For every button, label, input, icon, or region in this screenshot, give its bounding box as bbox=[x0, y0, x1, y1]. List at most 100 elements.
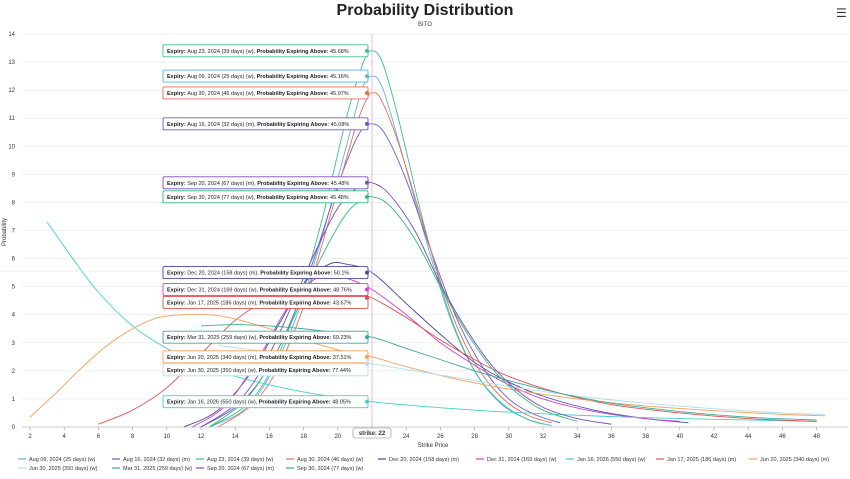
y-tick-label: 12 bbox=[8, 88, 15, 94]
grid-lines bbox=[22, 33, 848, 428]
tooltip-marker bbox=[365, 74, 369, 79]
tooltip-marker bbox=[365, 335, 369, 340]
legend-entry: Dec 20, 2024 (158 days) (m) bbox=[389, 457, 459, 463]
tooltip-prefix: Expiry: bbox=[167, 355, 187, 361]
tooltip: Expiry: Aug 16, 2024 (32 days) (m), Prob… bbox=[162, 117, 369, 131]
crosshair: strike: 22 bbox=[0, 34, 850, 439]
x-tick-label: 14 bbox=[232, 434, 239, 440]
y-tick-label: 8 bbox=[12, 200, 16, 206]
crosshair-label: strike: 22 bbox=[359, 431, 386, 437]
tooltip-prefix: Expiry: bbox=[167, 287, 187, 293]
tooltip-text: Expiry: Sep 30, 2024 (77 days) (w), Prob… bbox=[167, 195, 349, 201]
tooltip-text: Expiry: Aug 30, 2024 (46 days) (w), Prob… bbox=[167, 91, 349, 97]
tooltip-text: Expiry: Aug 23, 2024 (39 days) (w), Prob… bbox=[167, 49, 349, 55]
x-tick-label: 32 bbox=[540, 434, 547, 440]
legend-entry: Sep 30, 2024 (77 days) (w) bbox=[297, 466, 364, 472]
tooltip-expiry: Dec 20, 2024 (158 days) (m), bbox=[187, 271, 260, 277]
y-tick-label: 9 bbox=[12, 172, 16, 178]
legend-entry: Sep 20, 2024 (67 days) (m) bbox=[207, 466, 274, 472]
tooltip-prob: 45.68% bbox=[330, 49, 349, 55]
tooltip: Expiry: Mar 31, 2025 (259 days) (w), Pro… bbox=[162, 330, 369, 344]
x-tick-label: 10 bbox=[163, 434, 170, 440]
tooltip-expiry: Aug 09, 2024 (25 days) (w), bbox=[187, 74, 256, 80]
tooltip-expiry: Jan 17, 2025 (186 days) (m), bbox=[187, 300, 259, 306]
crosshair-label-box bbox=[352, 427, 392, 439]
y-tick-label: 7 bbox=[12, 229, 16, 235]
tooltip: Expiry: Aug 30, 2024 (46 days) (w), Prob… bbox=[162, 86, 369, 100]
tooltip-prob-label: Probability Expiring Above: bbox=[257, 91, 330, 97]
legend: Aug 09, 2024 (25 days) (w) Aug 16, 2024 (… bbox=[18, 457, 829, 472]
legend-entry: Dec 31, 2024 (169 days) (w) bbox=[487, 457, 557, 463]
tooltip-prob: 69.23% bbox=[333, 335, 352, 341]
y-tick-label: 11 bbox=[9, 116, 16, 122]
hamburger-menu-icon[interactable]: ☰ bbox=[836, 6, 847, 20]
y-tick-label: 3 bbox=[12, 341, 16, 347]
tooltip-prob: 45.08% bbox=[331, 122, 350, 128]
x-tick-label: 18 bbox=[300, 434, 307, 440]
x-tick-label: 4 bbox=[63, 434, 67, 440]
tooltip-expiry: Mar 31, 2025 (259 days) (w), bbox=[187, 335, 259, 341]
tooltip-text: Expiry: Jun 20, 2025 (340 days) (m), Pro… bbox=[167, 355, 352, 361]
tooltip: Expiry: Sep 30, 2024 (77 days) (w), Prob… bbox=[162, 190, 369, 204]
x-axis-label: Strike Price bbox=[418, 443, 449, 449]
tooltips: Expiry: Aug 23, 2024 (39 days) (w), Prob… bbox=[162, 44, 369, 409]
x-tick-label: 24 bbox=[403, 434, 410, 440]
tooltip-prob: 45.48% bbox=[330, 195, 349, 201]
tooltip-prob: 37.51% bbox=[333, 355, 352, 361]
tooltip: Expiry: Jun 30, 2025 (350 days) (w), Pro… bbox=[162, 361, 369, 377]
tooltip: Expiry: Sep 20, 2024 (67 days) (m), Prob… bbox=[162, 176, 369, 190]
tooltip-prob: 48.05% bbox=[332, 400, 351, 406]
x-tick-label: 38 bbox=[642, 434, 649, 440]
tooltip-text: Expiry: Sep 20, 2024 (67 days) (m), Prob… bbox=[167, 181, 349, 187]
y-tick-label: 0 bbox=[12, 425, 16, 431]
tooltip-prob-label: Probability Expiring Above: bbox=[259, 400, 332, 406]
tooltip-expiry: Sep 30, 2024 (77 days) (w), bbox=[187, 195, 256, 201]
tooltip-expiry: Aug 30, 2024 (46 days) (w), bbox=[187, 91, 256, 97]
x-tick-label: 2 bbox=[28, 434, 32, 440]
x-tick-label: 44 bbox=[745, 434, 752, 440]
tooltip: Expiry: Jan 17, 2025 (186 days) (m), Pro… bbox=[162, 295, 369, 309]
tooltip-prefix: Expiry: bbox=[167, 195, 187, 201]
legend-entry: Aug 30, 2024 (46 days) (w) bbox=[297, 457, 364, 463]
legend-entry: Jan 16, 2026 (550 days) (w) bbox=[577, 457, 646, 463]
x-tick-label: 8 bbox=[131, 434, 135, 440]
y-tick-label: 2 bbox=[12, 369, 16, 375]
tooltip: Expiry: Dec 31, 2024 (169 days) (w), Pro… bbox=[162, 283, 369, 296]
tooltip-expiry: Aug 16, 2024 (32 days) (m), bbox=[187, 122, 257, 128]
tooltip: Expiry: Dec 20, 2024 (158 days) (m), Pro… bbox=[162, 266, 369, 280]
legend-entry: Jan 17, 2025 (186 days) (m) bbox=[667, 457, 736, 463]
x-tick-label: 40 bbox=[676, 434, 683, 440]
x-tick-label: 12 bbox=[198, 434, 205, 440]
tooltip-marker bbox=[365, 48, 369, 53]
tooltip-prob-label: Probability Expiring Above: bbox=[257, 181, 330, 187]
tooltip: Expiry: Aug 23, 2024 (39 days) (w), Prob… bbox=[162, 44, 369, 58]
x-tick-label: 28 bbox=[471, 434, 478, 440]
tooltip-marker bbox=[365, 194, 369, 199]
x-tick-label: 16 bbox=[266, 434, 273, 440]
tooltip-marker bbox=[365, 399, 369, 404]
tooltip-marker bbox=[365, 361, 369, 366]
y-tick-label: 1 bbox=[12, 397, 16, 403]
tooltip-prob: 48.76% bbox=[333, 287, 352, 293]
legend-entry: Jun 20, 2025 (340 days) (m) bbox=[760, 457, 829, 463]
chart-title: Probability Distribution bbox=[336, 2, 514, 19]
y-tick-label: 14 bbox=[8, 32, 15, 38]
tooltip-prob-label: Probability Expiring Above: bbox=[260, 287, 333, 293]
tooltip-prefix: Expiry: bbox=[167, 335, 187, 341]
legend-entry: Mar 31, 2025 (259 days) (w) bbox=[123, 466, 192, 472]
tooltip-prob-label: Probability Expiring Above: bbox=[259, 368, 332, 374]
tooltip-expiry: Dec 31, 2024 (169 days) (w), bbox=[187, 287, 259, 293]
tooltip-prob-label: Probability Expiring Above: bbox=[259, 355, 332, 361]
tooltip-box bbox=[162, 296, 369, 309]
tooltip-prob: 45.16% bbox=[330, 74, 349, 80]
tooltip-marker bbox=[365, 90, 369, 95]
tooltip-prob-label: Probability Expiring Above: bbox=[257, 49, 330, 55]
legend-entry: Aug 23, 2024 (39 days) (w) bbox=[207, 457, 274, 463]
tooltip-prefix: Expiry: bbox=[167, 368, 187, 374]
tooltip-prob-label: Probability Expiring Above: bbox=[259, 300, 332, 306]
tooltip-prob: 45.48% bbox=[331, 181, 350, 187]
y-tick-label: 5 bbox=[12, 285, 16, 291]
x-tick-label: 46 bbox=[779, 434, 786, 440]
y-axis-label: Probability bbox=[2, 218, 8, 246]
